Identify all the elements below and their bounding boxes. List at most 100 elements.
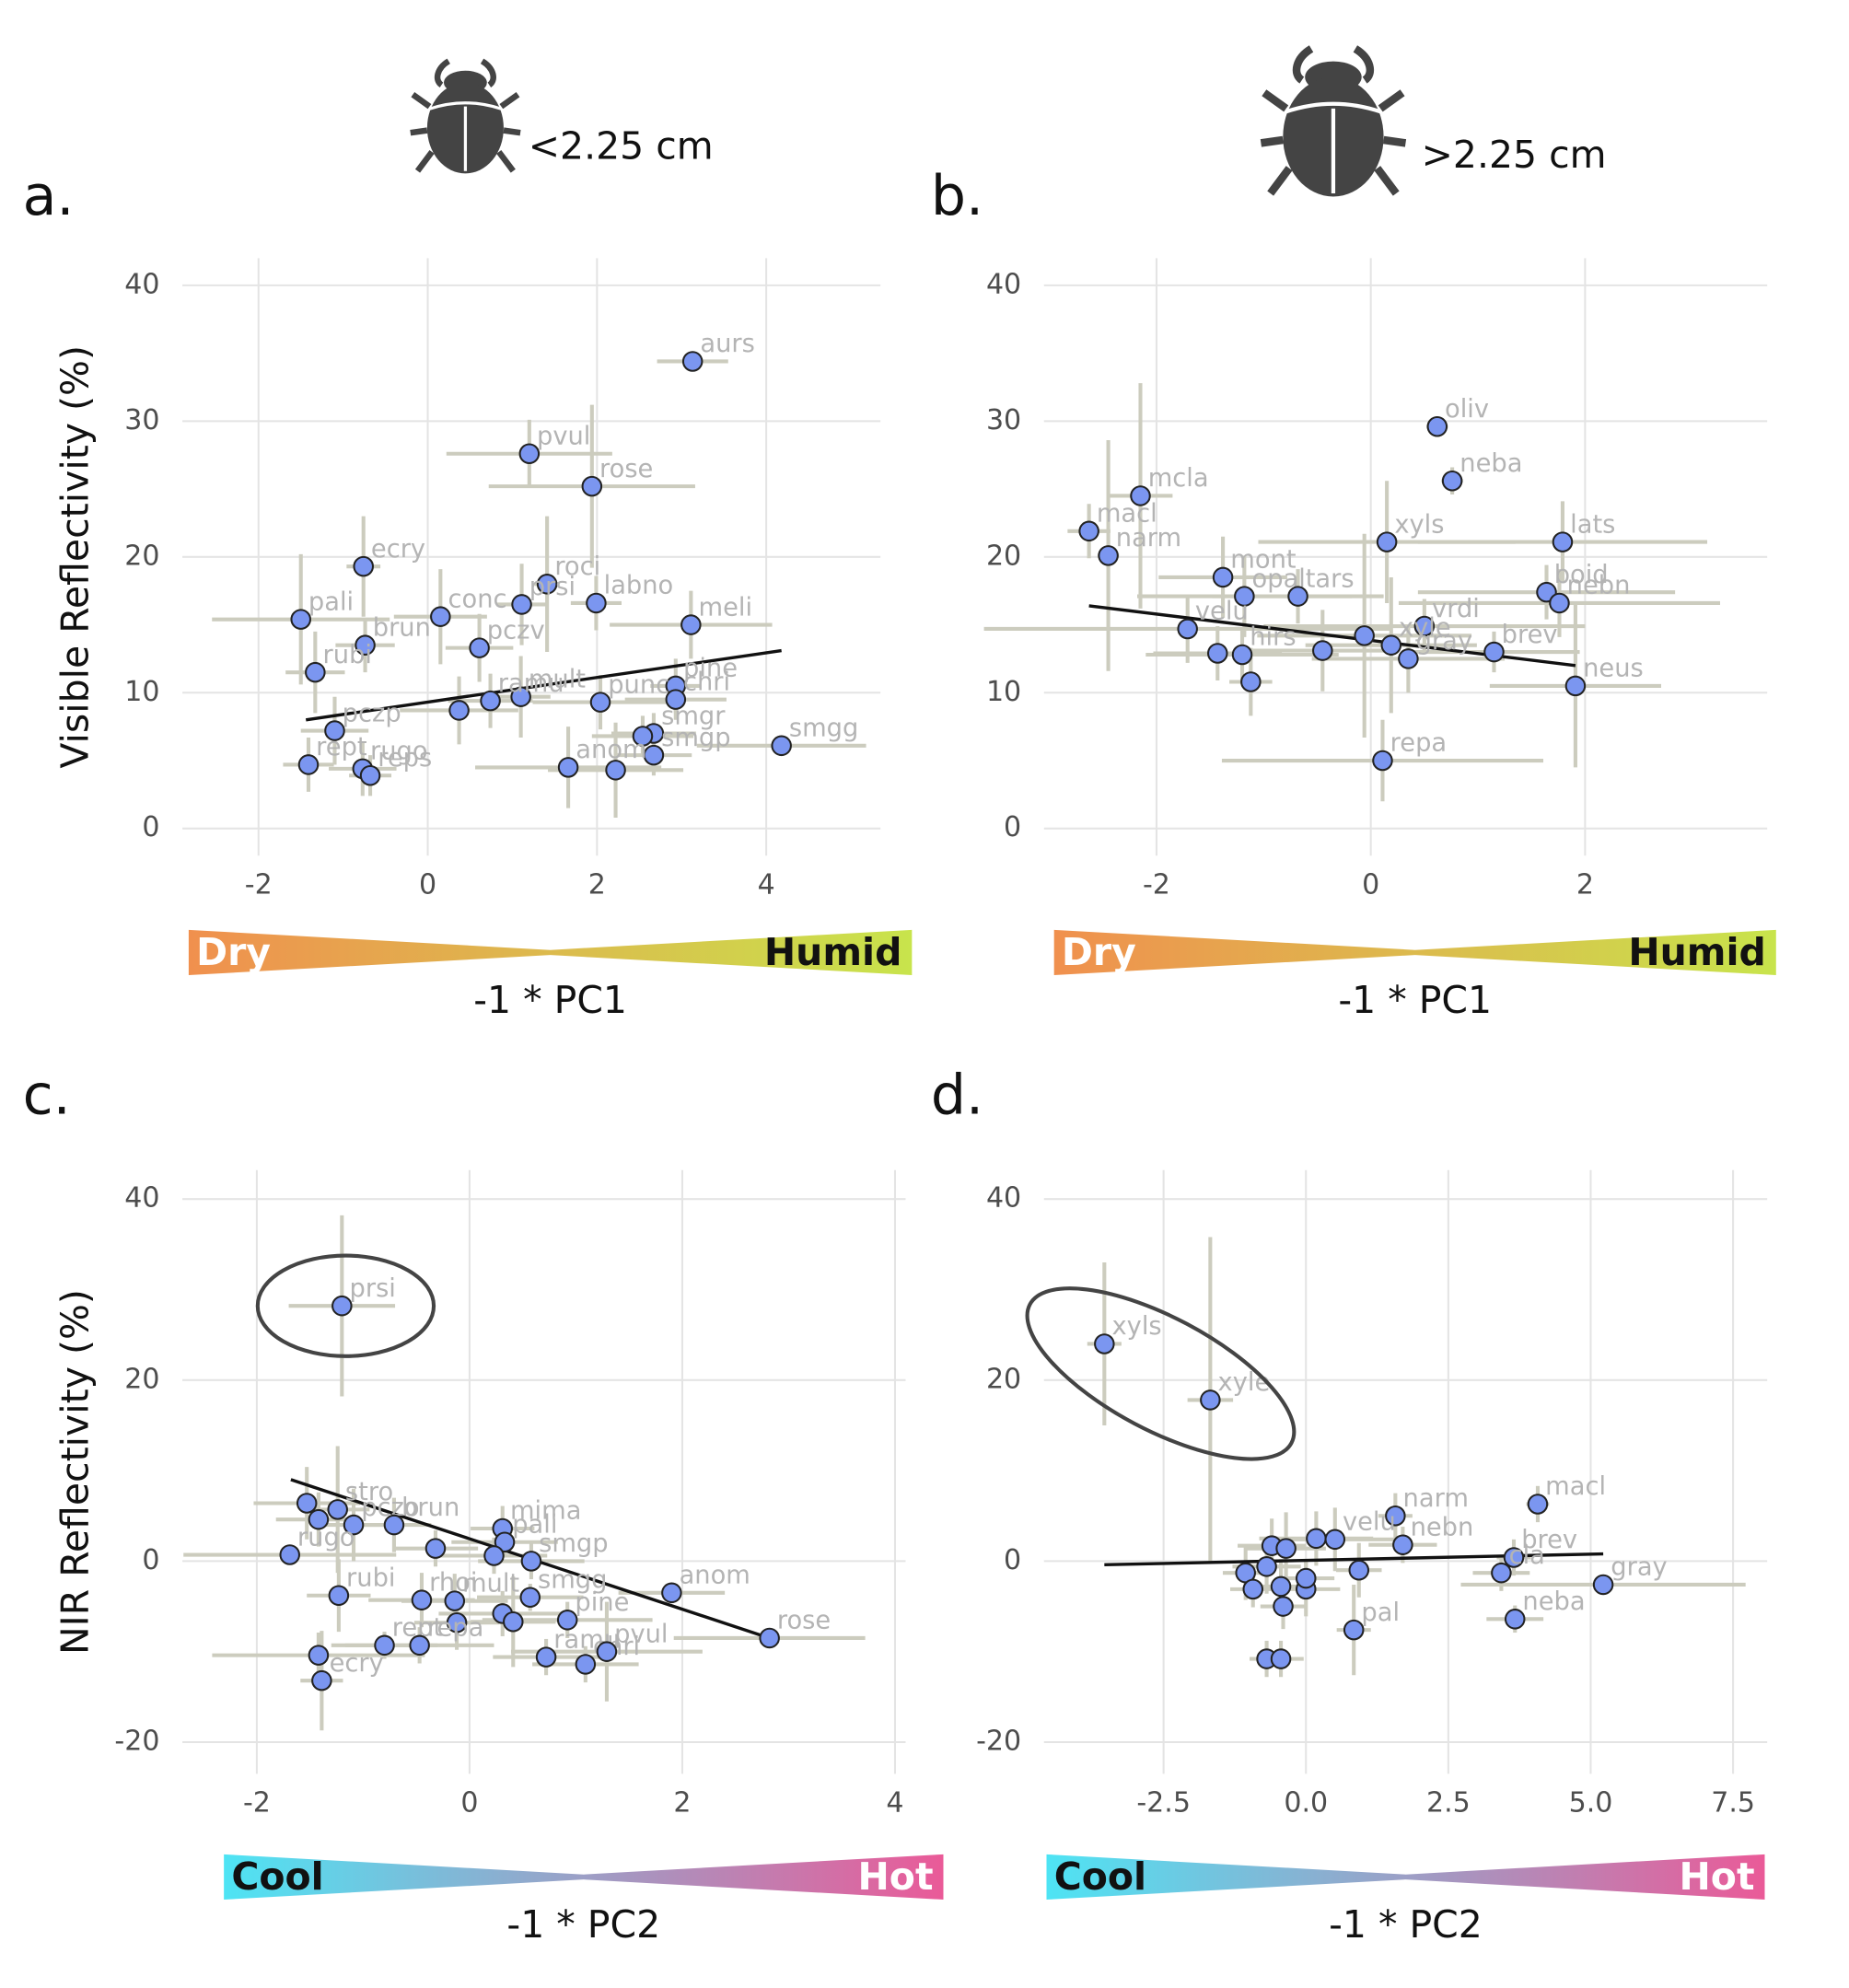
data-point <box>424 1538 447 1559</box>
gradient-bar <box>224 1854 944 1901</box>
point-label: pine <box>683 655 738 683</box>
point-label: rubi <box>346 1564 395 1592</box>
y-tick-label: 20 <box>986 540 1021 572</box>
data-point <box>1503 1547 1525 1568</box>
size-label: <2.25 cm <box>529 124 714 169</box>
point-label: nebn <box>1567 572 1631 600</box>
data-point <box>1398 648 1419 669</box>
point-label: narm <box>1403 1484 1469 1513</box>
point-label: rugo <box>297 1523 355 1552</box>
data-point <box>520 1551 542 1572</box>
data-point <box>1256 1556 1277 1577</box>
y-tick-label: 30 <box>124 404 159 436</box>
panel-label: d. <box>931 1063 983 1127</box>
point-label: anom <box>680 1562 750 1590</box>
point-label: macl <box>1097 500 1157 529</box>
data-point <box>1098 545 1119 566</box>
y-tick-label: 10 <box>986 676 1021 708</box>
y-tick-label: 40 <box>986 1182 1021 1215</box>
point-label: velu <box>1195 598 1249 626</box>
x-tick-label: 7.5 <box>1711 1787 1755 1819</box>
point-label: ecry <box>330 1649 384 1678</box>
data-point <box>448 700 470 721</box>
point-label: punc <box>608 670 669 699</box>
x-tick-label: 2 <box>1576 869 1594 901</box>
data-point <box>1275 1538 1297 1559</box>
data-point <box>1295 1567 1317 1589</box>
x-tick-label: 2.5 <box>1426 1787 1471 1819</box>
y-tick-label: 20 <box>124 1363 159 1395</box>
data-point <box>1491 1562 1512 1584</box>
point-label: brev <box>1502 621 1558 649</box>
data-point <box>1200 1389 1221 1411</box>
data-point <box>596 1641 618 1662</box>
data-point <box>771 735 792 757</box>
point-label: hirs <box>1250 623 1296 652</box>
data-point <box>383 1514 405 1536</box>
panel-label: c. <box>23 1063 71 1127</box>
point-label: tars <box>1306 564 1355 593</box>
y-tick-label: 10 <box>124 676 159 708</box>
data-point <box>1207 643 1228 664</box>
beetle-icon <box>1261 49 1405 197</box>
point-label: macl <box>1545 1472 1606 1501</box>
y-tick-label: 40 <box>124 1182 159 1215</box>
data-point <box>1240 671 1262 692</box>
data-point <box>311 1669 332 1692</box>
y-tick-label: 30 <box>986 404 1021 436</box>
point-label: mult <box>462 1569 519 1598</box>
gradient-bar <box>188 929 913 976</box>
x-tick-label: 2 <box>673 1787 691 1819</box>
data-point <box>327 1499 348 1520</box>
x-tick-label: 0 <box>1362 869 1379 901</box>
data-point <box>519 1587 541 1608</box>
data-point <box>296 1493 318 1514</box>
data-point <box>1354 625 1375 646</box>
point-label: aurs <box>700 330 754 358</box>
data-point <box>305 661 326 683</box>
point-label: smgg <box>789 715 858 743</box>
point-label: smgr <box>661 702 726 730</box>
x-tick-label: -2 <box>245 869 273 901</box>
point-label: nebn <box>1411 1513 1474 1541</box>
gradient-low-label: Cool <box>1054 1854 1146 1899</box>
data-point <box>308 1645 330 1666</box>
x-tick-label: -2 <box>1143 869 1170 901</box>
point-label: pal <box>1361 1599 1400 1627</box>
point-label: rugo <box>370 738 428 766</box>
data-point <box>1242 1578 1264 1600</box>
point-label: xyls <box>1112 1312 1162 1341</box>
point-label: repa <box>1390 729 1447 758</box>
data-point <box>1270 1648 1292 1669</box>
point-label: oliv <box>1445 395 1489 424</box>
data-point <box>411 1589 433 1610</box>
point-label: ecry <box>371 535 425 564</box>
point-label: pali <box>512 1511 557 1540</box>
x-tick-label: 0 <box>460 1787 478 1819</box>
data-point <box>328 1585 350 1607</box>
data-point <box>308 1508 330 1530</box>
point-label: pczv <box>487 616 545 645</box>
data-point <box>353 555 374 577</box>
trend-line <box>305 648 782 722</box>
x-tick-label: 0 <box>419 869 436 901</box>
point-label: gray <box>1416 627 1472 656</box>
point-label: smgp <box>539 1529 608 1558</box>
y-tick-label: -20 <box>976 1726 1021 1758</box>
point-label: neba <box>1459 449 1522 478</box>
data-point <box>483 1545 505 1566</box>
point-label: vrdi <box>1432 595 1480 623</box>
x-tick-label: 5.0 <box>1569 1787 1613 1819</box>
data-point <box>1231 644 1253 666</box>
point-label: gray <box>1611 1553 1667 1582</box>
point-label: reps <box>378 744 432 773</box>
data-point <box>430 606 451 627</box>
data-point <box>556 1610 578 1631</box>
point-label: rubi <box>323 641 372 669</box>
point-label: pvul <box>537 422 590 450</box>
data-point <box>1564 675 1587 697</box>
data-point <box>1385 1505 1406 1527</box>
data-point <box>605 760 626 781</box>
point-label: pvul <box>614 1620 668 1648</box>
